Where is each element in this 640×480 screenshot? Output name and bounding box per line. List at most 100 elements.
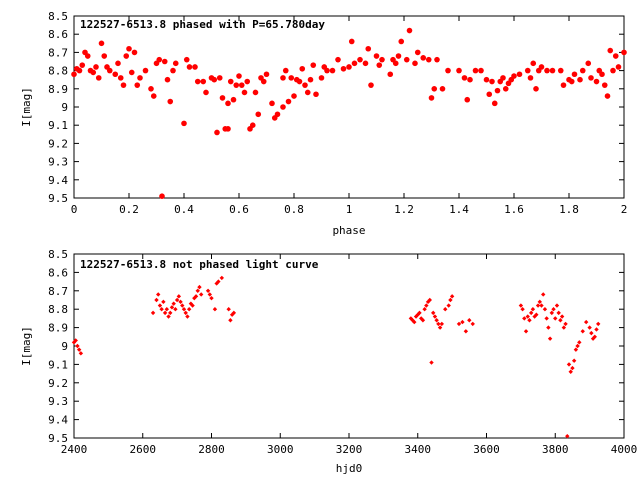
data-point: [362, 60, 369, 67]
data-point: [425, 56, 432, 63]
x-tick-label: 0.2: [119, 203, 139, 216]
data-point: [76, 347, 82, 352]
data-point: [592, 334, 597, 339]
data-point: [159, 307, 164, 312]
data-point: [84, 53, 91, 59]
data-point: [304, 89, 311, 96]
data-point: [577, 76, 583, 83]
data-point: [198, 292, 204, 297]
y-tick-label: 9.5: [48, 192, 68, 205]
data-point: [530, 307, 536, 312]
data-point: [164, 307, 170, 312]
data-points: [71, 27, 627, 199]
data-point: [589, 330, 594, 336]
data-point: [212, 307, 218, 312]
data-point: [71, 71, 77, 78]
data-point: [348, 38, 355, 45]
data-point: [560, 82, 567, 88]
data-point: [489, 78, 495, 85]
data-point: [230, 96, 237, 103]
data-point: [610, 67, 616, 74]
data-point: [601, 82, 608, 88]
data-point: [169, 305, 175, 310]
data-point: [172, 60, 179, 67]
data-point: [579, 67, 586, 74]
data-point: [544, 67, 550, 74]
y-tick-label: 9: [61, 101, 68, 114]
data-point: [612, 53, 619, 59]
data-point: [467, 76, 473, 83]
axis-ticks: 2400 2600 2800 3000 3200 3400 3600 3800 4000 8.5 8…: [48, 248, 637, 456]
phased-light-curve-chart: 122527-6513.8 phased with P=65.780day ph…: [20, 10, 627, 237]
data-point: [98, 40, 105, 47]
data-point: [101, 53, 108, 59]
data-point: [154, 297, 159, 303]
data-point: [580, 329, 585, 334]
data-point: [573, 347, 579, 352]
data-point: [520, 307, 525, 312]
data-point: [417, 310, 422, 316]
data-point: [269, 100, 275, 107]
data-point: [522, 316, 527, 321]
data-point: [478, 67, 484, 74]
data-point: [296, 78, 303, 85]
data-point: [424, 303, 429, 308]
y-tick-label: 8.6: [48, 266, 68, 279]
data-point: [365, 45, 372, 52]
data-point: [373, 53, 380, 59]
data-point: [78, 351, 84, 356]
x-tick-label: 3200: [336, 443, 363, 456]
data-point: [594, 327, 599, 332]
data-point: [518, 303, 524, 308]
data-point: [533, 86, 539, 92]
y-tick-label: 9.5: [48, 432, 68, 445]
data-point: [516, 71, 523, 78]
data-point: [106, 67, 113, 74]
data-point: [226, 307, 231, 312]
y-tick-label: 9: [61, 340, 68, 353]
data-point: [274, 111, 281, 118]
data-point: [76, 67, 83, 74]
y-tick-label: 9.3: [48, 156, 68, 169]
data-point: [211, 76, 218, 83]
data-point: [446, 303, 451, 308]
data-point: [472, 67, 479, 74]
data-point: [549, 310, 555, 316]
data-point: [236, 73, 242, 79]
data-point: [183, 56, 190, 63]
data-point: [340, 65, 347, 72]
data-point: [205, 288, 211, 293]
data-point: [577, 340, 582, 345]
data-point: [280, 104, 286, 110]
data-point: [439, 321, 445, 327]
data-point: [494, 87, 501, 94]
data-point: [335, 56, 341, 63]
data-point: [112, 71, 119, 78]
data-point: [585, 60, 592, 67]
data-point: [167, 98, 174, 105]
data-point: [291, 93, 297, 99]
chart-title: 122527-6513.8 phased with P=65.780day: [80, 18, 325, 31]
x-tick-label: 4000: [611, 443, 638, 456]
data-point: [563, 321, 568, 327]
data-point: [568, 78, 575, 85]
data-point: [596, 321, 601, 327]
data-point: [604, 93, 611, 99]
data-point: [557, 67, 564, 74]
data-point: [427, 297, 432, 303]
data-point: [161, 299, 166, 305]
data-point: [186, 307, 192, 312]
data-point: [429, 360, 434, 365]
data-point: [161, 58, 168, 65]
x-tick-label: 3400: [405, 443, 432, 456]
data-point: [464, 96, 471, 103]
data-point: [225, 126, 231, 132]
x-tick-label: 1.8: [559, 203, 579, 216]
data-point: [142, 67, 149, 74]
y-tick-label: 9.4: [48, 414, 68, 427]
y-tick-label: 9.2: [48, 137, 68, 150]
data-points: [71, 275, 601, 439]
data-point: [214, 281, 219, 286]
data-point: [75, 343, 80, 349]
